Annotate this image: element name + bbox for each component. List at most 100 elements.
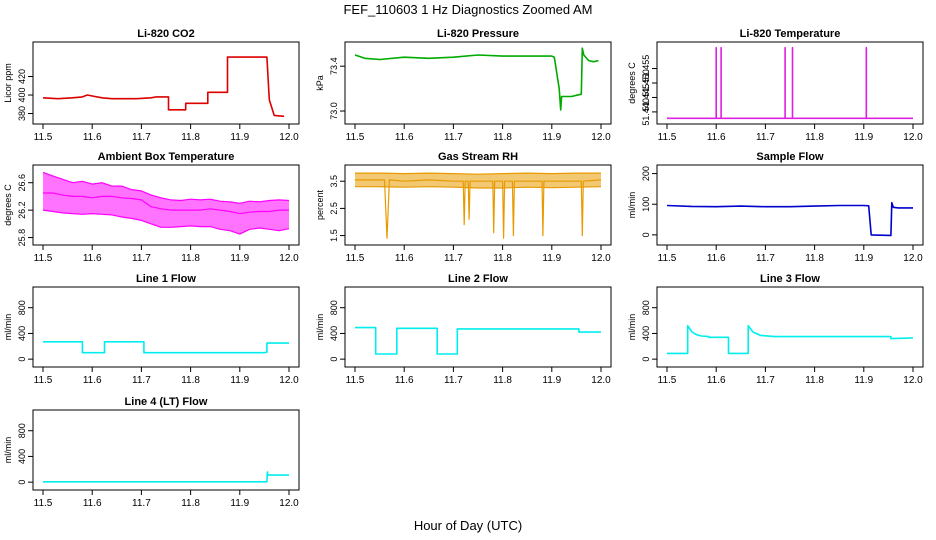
noise-band-gas-stream-rh [355, 173, 601, 188]
plot-frame [344, 164, 612, 246]
x-tick-label: 11.7 [444, 132, 463, 143]
figure-x-axis-label: Hour of Day (UTC) [413, 518, 523, 533]
x-tick-label: 11.5 [34, 132, 53, 143]
panel-title: Li-820 CO2 [137, 28, 194, 40]
panel-title: Line 2 Flow [448, 273, 508, 285]
y-tick-label: 0 [17, 480, 27, 485]
panel-title: Gas Stream RH [438, 151, 518, 163]
y-axis-label: degrees C [3, 184, 13, 226]
y-axis-label: degrees C [627, 62, 637, 104]
x-tick-label: 11.9 [542, 253, 561, 264]
x-tick-label: 11.7 [132, 498, 151, 509]
panel-line-4-lt-flow: Line 4 (LT) Flow ml/min 11.5 11.6 11.7 11.8 11… [3, 396, 300, 509]
x-tick-label: 11.8 [493, 132, 512, 143]
x-tick-label: 11.8 [181, 498, 200, 509]
x-tick-label: 12.0 [903, 132, 923, 143]
noise-band-ambient-box-temperature [43, 172, 289, 235]
panel-title: Li-820 Pressure [437, 28, 519, 40]
x-tick-label: 12.0 [903, 253, 923, 264]
y-axis-label: kPa [315, 75, 325, 91]
y-tick-label: 3.5 [329, 175, 339, 188]
panel-title: Line 1 Flow [136, 273, 196, 285]
data-line-sample-flow-1 [666, 201, 913, 237]
x-tick-label: 12.0 [903, 375, 923, 386]
y-tick-label: 51.445 [641, 84, 651, 112]
y-tick-label: 25.8 [17, 229, 27, 247]
x-tick-label: 11.6 [83, 375, 102, 386]
y-tick-label: 51.450 [641, 69, 651, 97]
x-tick-label: 11.5 [34, 253, 53, 264]
panel-title: Line 4 (LT) Flow [125, 396, 208, 408]
x-tick-label: 12.0 [279, 375, 299, 386]
x-tick-label: 11.8 [181, 253, 200, 264]
plot-frame [32, 164, 300, 246]
panel-title: Line 3 Flow [760, 273, 820, 285]
plot-frame [32, 41, 300, 125]
x-tick-label: 11.6 [395, 132, 414, 143]
y-axis-label: ml/min [627, 192, 637, 219]
panel-gas-stream-rh: Gas Stream RH percent 11.5 11.6 11.7 11.8 11.9… [315, 151, 612, 264]
y-tick-label: 0 [17, 357, 27, 362]
x-tick-label: 11.5 [346, 253, 365, 264]
y-tick-label: 51.440 [641, 98, 651, 126]
x-tick-label: 11.5 [658, 253, 677, 264]
x-tick-label: 11.9 [854, 253, 873, 264]
panel-line-1-flow: Line 1 Flow ml/min 11.5 11.6 11.7 11.8 11.9 12.… [3, 273, 300, 386]
y-axis-label: ml/min [627, 314, 637, 341]
x-tick-label: 11.7 [756, 375, 775, 386]
y-tick-label: 26.2 [17, 201, 27, 219]
x-tick-label: 11.9 [854, 132, 873, 143]
x-tick-label: 11.9 [542, 375, 561, 386]
panel-li-820-co2: Li-820 CO2 Licor ppm 11.5 11.6 11.7 11.8 11.9 1… [3, 28, 300, 143]
x-tick-label: 12.0 [591, 132, 611, 143]
y-axis-label: ml/min [3, 314, 13, 341]
x-tick-label: 12.0 [279, 498, 299, 509]
panel-title: Sample Flow [756, 151, 824, 163]
y-tick-label: 73.0 [329, 102, 339, 120]
plot-frame [344, 41, 612, 125]
plot-frame [344, 286, 612, 368]
x-tick-label: 11.8 [493, 375, 512, 386]
x-tick-label: 11.8 [181, 375, 200, 386]
y-tick-label: 1.5 [329, 229, 339, 242]
y-axis-label: ml/min [315, 314, 325, 341]
x-tick-label: 11.7 [444, 375, 463, 386]
x-tick-label: 11.5 [346, 132, 365, 143]
y-tick-label: 420 [17, 69, 27, 84]
x-tick-label: 11.5 [34, 375, 53, 386]
x-tick-label: 11.8 [805, 375, 824, 386]
x-tick-label: 11.7 [132, 375, 151, 386]
panel-sample-flow: Sample Flow ml/min 11.5 11.6 11.7 11.8 11.9 12.… [627, 151, 924, 264]
x-tick-label: 11.6 [83, 498, 102, 509]
x-tick-label: 11.8 [493, 253, 512, 264]
x-tick-label: 11.6 [707, 253, 726, 264]
y-tick-label: 100 [641, 197, 651, 212]
x-tick-label: 11.9 [854, 375, 873, 386]
x-tick-label: 11.7 [132, 132, 151, 143]
panel-title: Li-820 Temperature [740, 28, 841, 40]
x-tick-label: 11.7 [132, 253, 151, 264]
x-tick-label: 11.6 [707, 375, 726, 386]
plot-frame [32, 286, 300, 368]
x-tick-label: 12.0 [591, 375, 611, 386]
x-tick-label: 12.0 [279, 253, 299, 264]
data-line-line-1-flow-1 [43, 340, 289, 354]
x-tick-label: 11.6 [83, 253, 102, 264]
data-line-line-4-lt-flow-1 [43, 471, 289, 483]
data-line-line-2-flow-1 [355, 326, 601, 355]
plot-frame [656, 41, 924, 125]
x-tick-label: 11.5 [34, 498, 53, 509]
y-tick-label: 800 [641, 300, 651, 315]
data-line-li-820-pressure-1 [354, 47, 599, 111]
data-line-li-820-co2-1 [42, 56, 285, 118]
y-tick-label: 400 [17, 326, 27, 341]
figure-title: FEF_110603 1 Hz Diagnostics Zoomed AM [343, 2, 593, 17]
x-tick-label: 11.5 [346, 375, 365, 386]
panel-line-2-flow: Line 2 Flow ml/min 11.5 11.6 11.7 11.8 11.9 12.… [315, 273, 612, 386]
y-tick-label: 2.5 [329, 202, 339, 215]
x-tick-label: 11.9 [230, 253, 249, 264]
plot-frame [32, 409, 300, 491]
y-tick-label: 0 [641, 357, 651, 362]
